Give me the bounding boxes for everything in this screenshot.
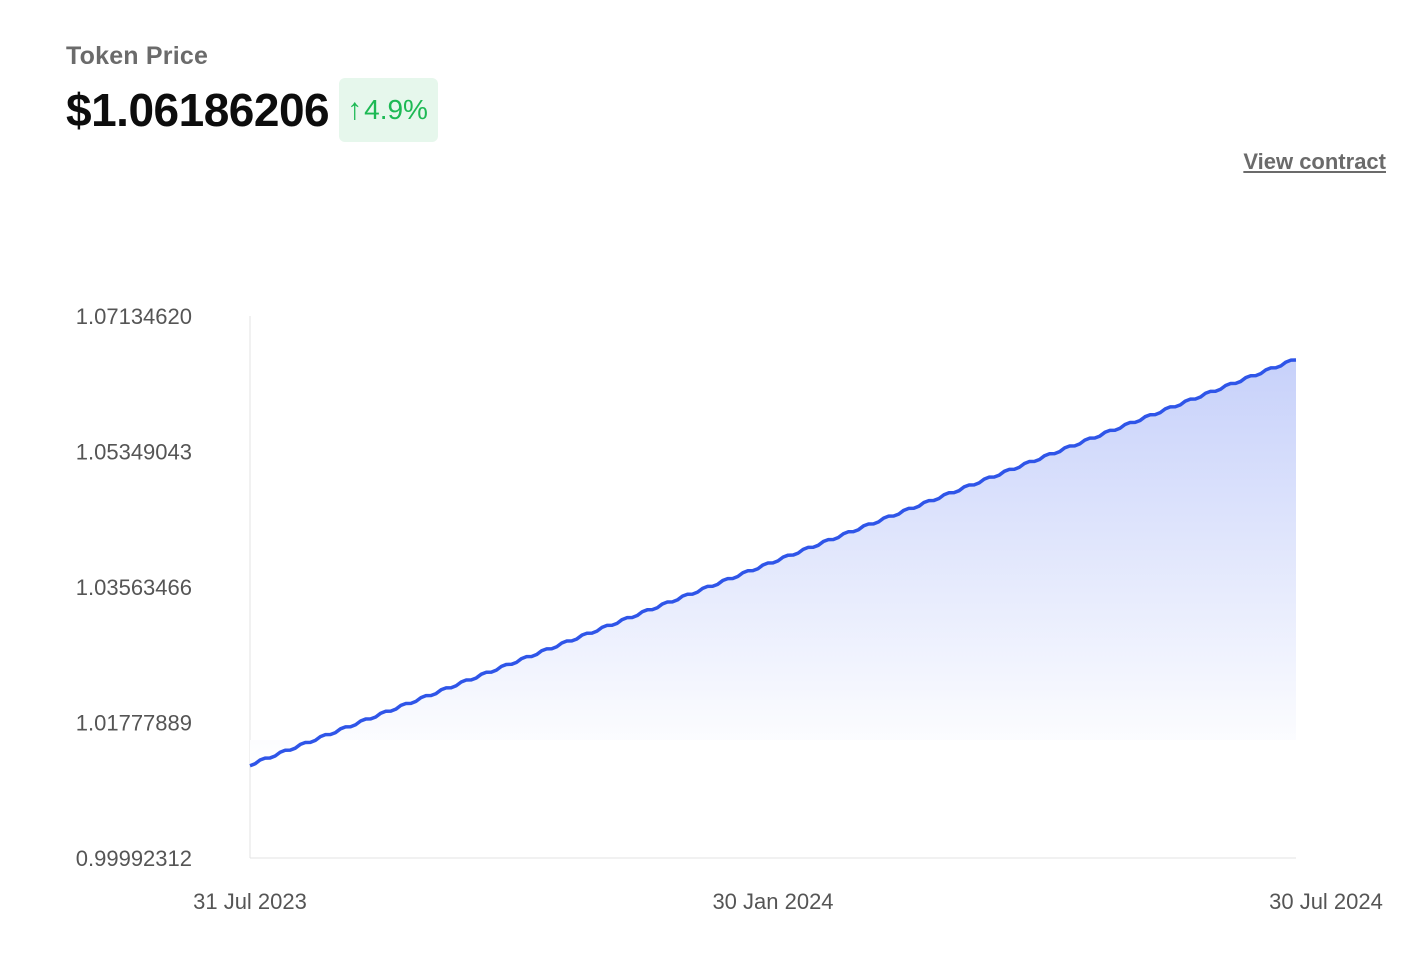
x-tick-label: 31 Jul 2023 [193, 889, 307, 914]
x-tick-label: 30 Jan 2024 [712, 889, 833, 914]
x-tick-label: 30 Jul 2024 [1269, 889, 1383, 914]
price-area [250, 359, 1296, 766]
price-change-badge: ↑ 4.9% [339, 78, 438, 142]
y-tick-label: 1.01777889 [76, 711, 192, 736]
price-row: $1.06186206 ↑ 4.9% [66, 78, 438, 142]
y-tick-label: 1.03563466 [76, 575, 192, 600]
y-tick-label: 1.05349043 [76, 440, 192, 465]
price-line [249, 358, 1297, 768]
price-change-value: 4.9% [364, 94, 428, 125]
y-tick-label: 1.07134620 [76, 304, 192, 329]
chart-label: Token Price [66, 42, 209, 70]
y-tick-label: 0.99992312 [76, 846, 192, 871]
arrow-up-icon: ↑ [347, 93, 363, 126]
view-contract-link[interactable]: View contract [1243, 149, 1386, 174]
current-price: $1.06186206 [66, 84, 330, 136]
